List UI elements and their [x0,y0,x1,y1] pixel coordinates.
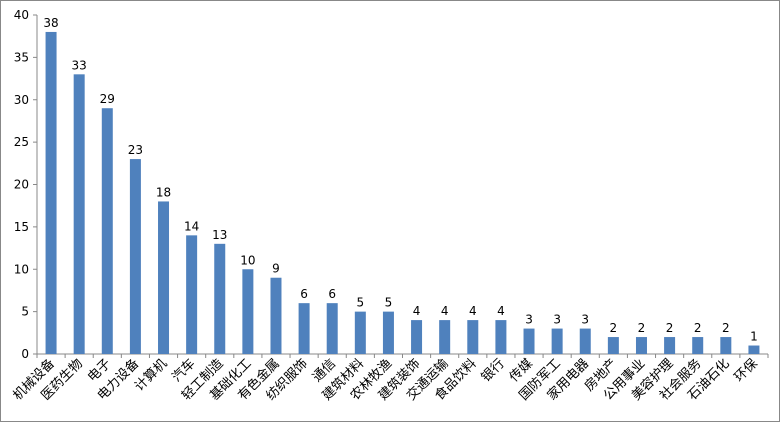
data-label: 4 [441,304,449,318]
data-label: 3 [581,313,589,327]
bar [495,320,507,354]
y-tick-label: 30 [14,93,29,107]
data-label: 2 [638,321,646,335]
y-tick-label: 10 [14,262,29,276]
y-tick-label: 0 [21,347,29,361]
data-label: 33 [72,58,87,72]
bar [73,74,85,354]
bar [748,345,760,354]
data-label: 6 [328,287,336,301]
y-tick-label: 5 [21,305,29,319]
data-label: 4 [469,304,477,318]
data-label: 10 [240,253,255,267]
bar [635,337,647,354]
data-label: 4 [497,304,505,318]
bar [354,311,366,354]
data-label: 18 [156,185,171,199]
bar [298,303,310,354]
data-label: 5 [357,296,365,310]
bar [579,328,591,354]
bar [270,277,282,354]
bar [692,337,704,354]
bar [214,243,226,354]
data-label: 14 [184,219,199,233]
y-tick-label: 15 [14,220,29,234]
data-label: 5 [385,296,393,310]
bar [326,303,338,354]
y-tick-label: 40 [14,8,29,22]
bar [242,269,254,354]
data-label: 9 [272,262,280,276]
data-label: 4 [413,304,421,318]
data-label: 3 [553,313,561,327]
data-label: 1 [750,330,758,344]
bar [664,337,676,354]
bar [129,159,141,354]
data-label: 3 [525,313,533,327]
y-tick-label: 20 [14,178,29,192]
bar [607,337,619,354]
data-label: 13 [212,228,227,242]
y-tick-label: 25 [14,135,29,149]
data-label: 2 [694,321,702,335]
data-label: 38 [43,16,58,30]
bar [158,201,170,354]
bar [382,311,394,354]
bar [720,337,732,354]
data-label: 2 [666,321,674,335]
data-label: 23 [128,143,143,157]
bar [45,31,57,354]
data-label: 29 [100,92,115,106]
bar [523,328,535,354]
bar [186,235,198,354]
bar [551,328,563,354]
data-label: 2 [722,321,730,335]
data-label: 6 [300,287,308,301]
bar [411,320,423,354]
bar [439,320,451,354]
bar [467,320,479,354]
y-tick-label: 35 [14,50,29,64]
bar [101,108,113,354]
data-label: 2 [610,321,618,335]
